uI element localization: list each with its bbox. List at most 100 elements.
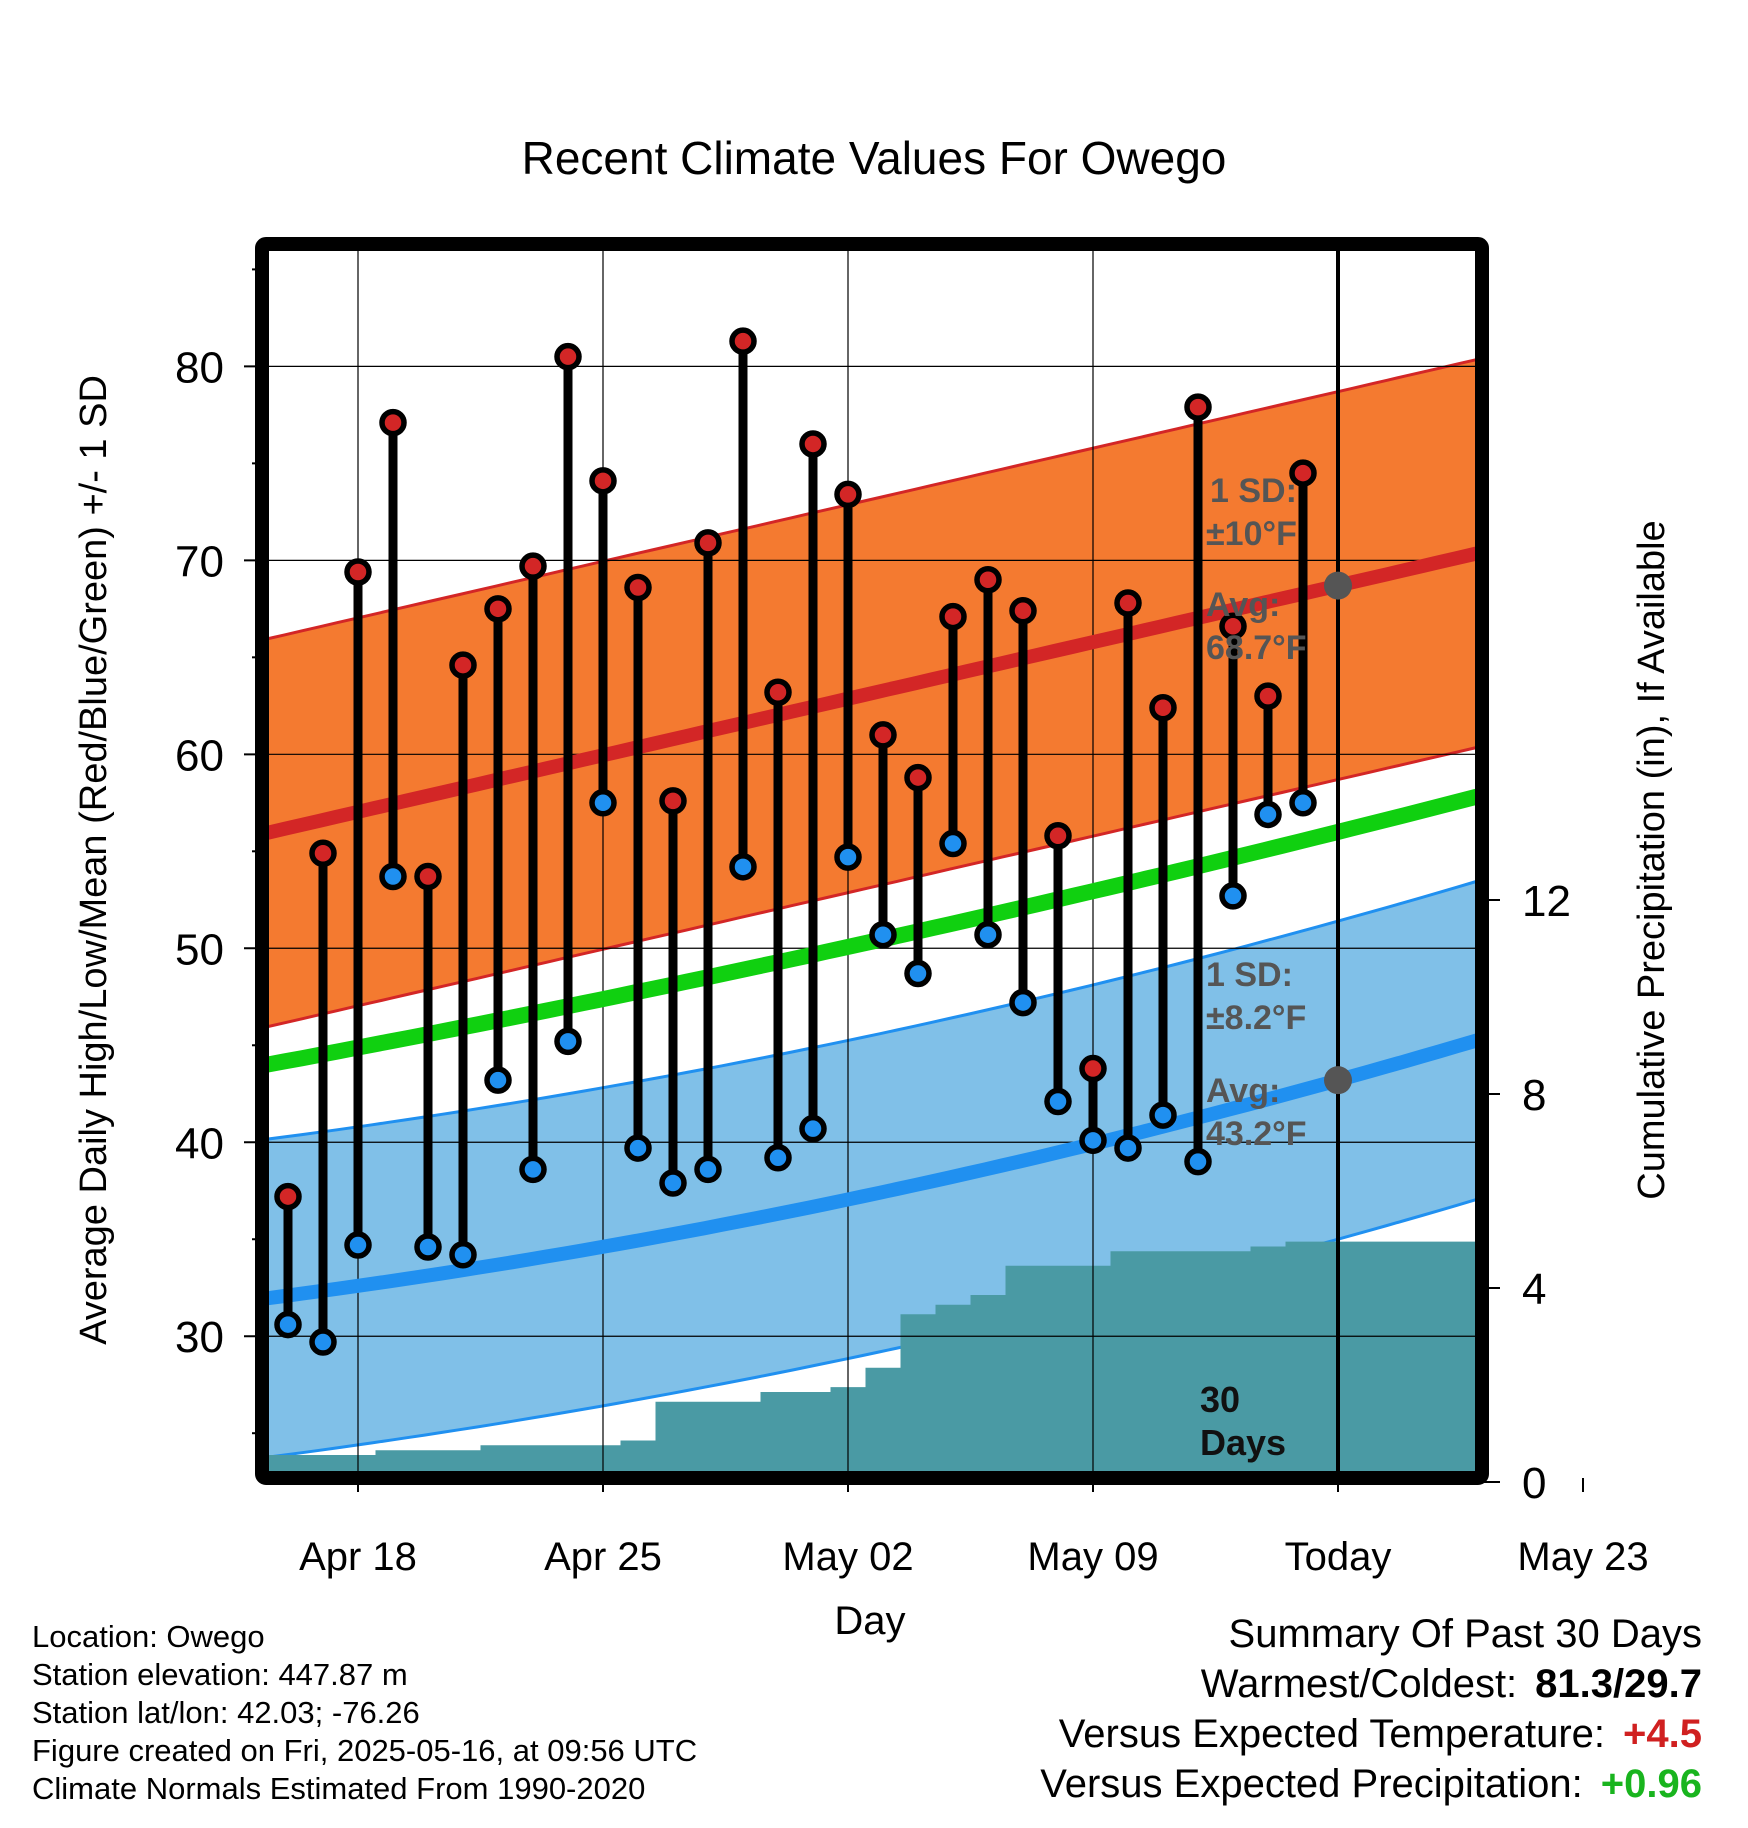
- daily-high-point: [904, 763, 932, 792]
- daily-high-point: [1289, 459, 1317, 487]
- station-elevation: Station elevation: 447.87 m: [32, 1657, 408, 1692]
- daily-high-point: [1009, 597, 1037, 625]
- y2-axis-label: Cumulative Precipitation (in), If Availa…: [1631, 520, 1673, 1199]
- daily-low-point: [309, 1328, 337, 1356]
- x-tick-label: Apr 18: [299, 1535, 417, 1579]
- high-band-lower-edge: [268, 746, 1476, 1029]
- low-sd-label: 1 SD:: [1206, 956, 1293, 994]
- low-avg-label: Avg:: [1206, 1072, 1280, 1110]
- low-avg-value: 43.2°F: [1206, 1115, 1307, 1153]
- high-band-upper-edge: [268, 358, 1476, 641]
- daily-high-point: [694, 529, 722, 557]
- y-tick-label: 40: [175, 1119, 224, 1168]
- daily-high-point: [1044, 822, 1072, 850]
- daily-low-point: [764, 1144, 792, 1172]
- daily-low-point: [1254, 800, 1282, 829]
- summary-temp-row: Versus Expected Temperature: +4.5: [1059, 1712, 1702, 1757]
- today-normal-low-marker: [1324, 1066, 1352, 1095]
- x-tick-label: Apr 25: [544, 1535, 662, 1579]
- daily-high-point: [519, 552, 547, 580]
- precip-anomaly-value: +0.96: [1600, 1762, 1702, 1806]
- daily-low-point: [729, 853, 757, 881]
- daily-low-point: [1289, 789, 1317, 817]
- daily-high-point: [1219, 612, 1247, 641]
- high-sd-label: 1 SD:: [1210, 472, 1297, 510]
- daily-low-point: [1114, 1134, 1142, 1162]
- y2-tick-label: 4: [1522, 1265, 1546, 1314]
- daily-high-point: [344, 558, 372, 586]
- daily-low-point: [589, 789, 617, 817]
- daily-high-point: [309, 839, 337, 867]
- daily-high-point: [659, 787, 687, 815]
- daily-low-point: [1219, 882, 1247, 910]
- today-normal-high-marker: [1324, 571, 1352, 600]
- normal-mean-line: [268, 788, 1476, 1073]
- y-tick-label: 70: [175, 537, 224, 586]
- precip-anomaly-label: Versus Expected Precipitation:: [1040, 1762, 1583, 1806]
- daily-high-point: [1079, 1054, 1107, 1083]
- x-axis-label: Day: [834, 1599, 905, 1643]
- y-tick-label: 30: [175, 1313, 224, 1362]
- daily-low-point: [869, 920, 897, 949]
- daily-low-point: [414, 1233, 442, 1261]
- y-tick-label: 50: [175, 925, 224, 974]
- high-avg-label: Avg:: [1206, 586, 1280, 624]
- warm-cold-value: 81.3/29.7: [1535, 1662, 1702, 1706]
- high-sd-value: ±10°F: [1206, 515, 1297, 553]
- daily-high-point: [414, 862, 442, 891]
- normals-period: Climate Normals Estimated From 1990-2020: [32, 1771, 646, 1806]
- daily-high-point: [379, 408, 407, 437]
- daily-high-point: [1254, 682, 1282, 710]
- daily-high-point: [764, 678, 792, 706]
- y2-tick-label: 0: [1522, 1459, 1546, 1508]
- daily-high-point: [449, 651, 477, 679]
- daily-low-point: [974, 920, 1002, 949]
- daily-low-point: [379, 862, 407, 891]
- station-location: Location: Owego: [32, 1619, 265, 1654]
- plot-frame: [255, 237, 1489, 1485]
- daily-low-point: [659, 1169, 687, 1197]
- daily-high-point: [1184, 393, 1212, 421]
- y2-tick-label: 12: [1522, 877, 1571, 926]
- daily-high-point: [869, 721, 897, 749]
- daily-low-point: [834, 843, 862, 871]
- daily-low-point: [554, 1027, 582, 1056]
- days-label-number: 30: [1200, 1379, 1240, 1420]
- daily-low-point: [799, 1114, 827, 1143]
- daily-high-point: [939, 602, 967, 631]
- daily-low-point: [939, 829, 967, 858]
- y-tick-label: 60: [175, 731, 224, 780]
- cumulative-precip-area: [268, 1241, 1476, 1472]
- x-tick-label: May 09: [1027, 1535, 1158, 1579]
- low-sd-band: [268, 881, 1476, 1458]
- low-sd-value: ±8.2°F: [1206, 999, 1306, 1037]
- y-tick-label: 80: [175, 343, 224, 392]
- x-tick-label: May 02: [782, 1535, 913, 1579]
- x-tick-label: May 23: [1517, 1535, 1648, 1579]
- daily-low-point: [1044, 1087, 1072, 1116]
- daily-high-point: [1149, 694, 1177, 722]
- summary-title: Summary Of Past 30 Days: [1228, 1612, 1702, 1656]
- daily-low-point: [694, 1155, 722, 1184]
- daily-high-point: [834, 480, 862, 509]
- daily-low-point: [1079, 1126, 1107, 1155]
- daily-low-point: [1009, 988, 1037, 1017]
- temp-anomaly-label: Versus Expected Temperature:: [1058, 1712, 1606, 1756]
- daily-high-point: [274, 1182, 302, 1211]
- daily-low-point: [1149, 1101, 1177, 1129]
- daily-low-point: [344, 1231, 372, 1259]
- temp-anomaly-value: +4.5: [1623, 1712, 1702, 1756]
- high-avg-value: 68.7°F: [1206, 629, 1307, 667]
- days-label-word: Days: [1200, 1422, 1286, 1463]
- daily-low-point: [1184, 1147, 1212, 1176]
- daily-low-point: [274, 1310, 302, 1339]
- daily-high-point: [624, 573, 652, 602]
- x-tick-label: Today: [1285, 1535, 1392, 1579]
- chart-title: Recent Climate Values For Owego: [522, 132, 1227, 184]
- daily-low-point: [449, 1241, 477, 1269]
- daily-high-point: [1114, 589, 1142, 617]
- warm-cold-label: Warmest/Coldest:: [1200, 1662, 1518, 1706]
- low-band-upper-edge: [268, 879, 1476, 1141]
- daily-high-point: [484, 595, 512, 623]
